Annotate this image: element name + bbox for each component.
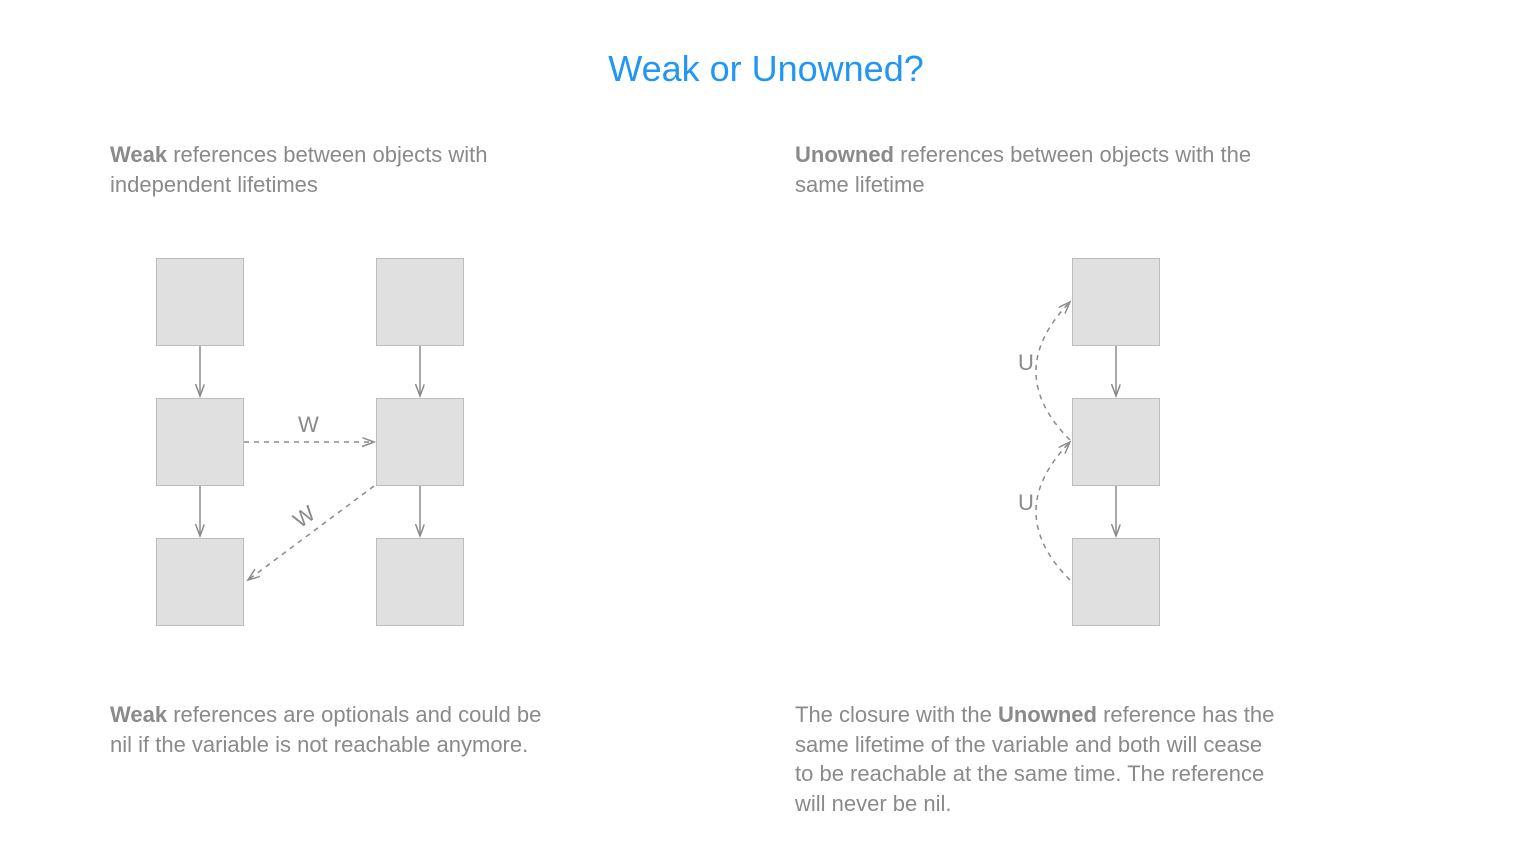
unowned-bottom-desc: The closure with the Unowned reference h… bbox=[795, 700, 1275, 819]
unowned-diagram: UU bbox=[1012, 248, 1232, 668]
weak-bottom-text: references are optionals and could be ni… bbox=[110, 702, 541, 757]
weak-bottom-desc: Weak references are optionals and could … bbox=[110, 700, 550, 759]
diagram-label: U bbox=[1018, 490, 1034, 516]
weak-bottom-bold: Weak bbox=[110, 702, 167, 727]
weak-bold: Weak bbox=[110, 142, 167, 167]
unowned-bold: Unowned bbox=[795, 142, 894, 167]
weak-diagram: WW bbox=[140, 248, 540, 668]
weak-top-text: references between objects with independ… bbox=[110, 142, 487, 197]
weak-top-desc: Weak references between objects with ind… bbox=[110, 140, 550, 199]
unowned-bottom-pre: The closure with the bbox=[795, 702, 998, 727]
diagram-label: U bbox=[1018, 350, 1034, 376]
unowned-bottom-bold: Unowned bbox=[998, 702, 1097, 727]
page-title: Weak or Unowned? bbox=[0, 0, 1532, 90]
diagram-label: W bbox=[298, 412, 319, 438]
unowned-top-desc: Unowned references between objects with … bbox=[795, 140, 1265, 199]
